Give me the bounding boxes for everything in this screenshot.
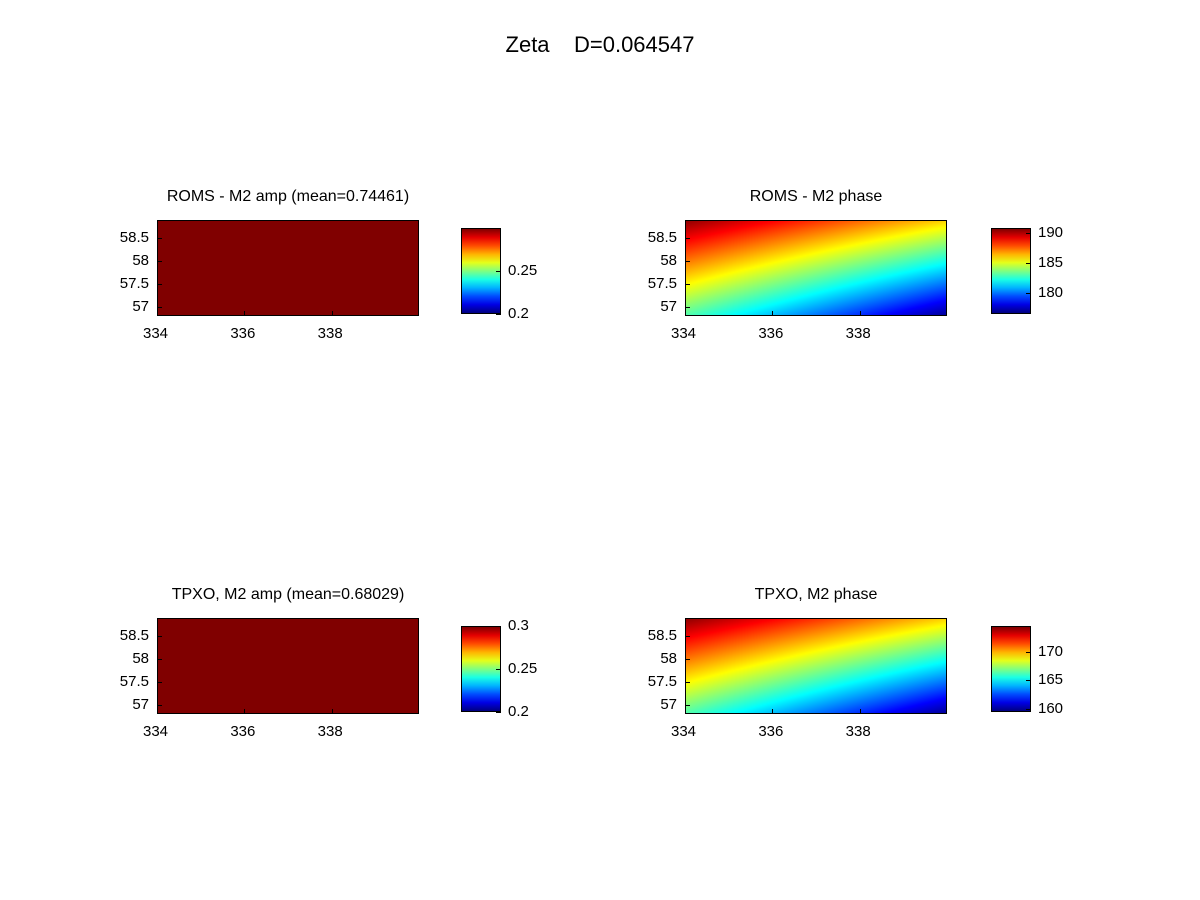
colorbar-tick-mark bbox=[496, 626, 501, 627]
x-tick-mark bbox=[244, 709, 246, 714]
heatmap-field bbox=[158, 221, 418, 315]
colorbar-tick-label: 185 bbox=[1038, 253, 1064, 271]
x-tick-label: 336 bbox=[230, 325, 256, 342]
colorbar-tick-label: 0.25 bbox=[508, 660, 538, 677]
y-tick-label: 57 bbox=[132, 695, 149, 713]
colorbar-tick-mark bbox=[496, 712, 501, 713]
panel-title: TPXO, M2 phase bbox=[754, 586, 878, 603]
x-tick-label: 336 bbox=[230, 723, 256, 740]
x-tick-mark bbox=[685, 311, 686, 316]
colorbar-tick-label: 180 bbox=[1038, 283, 1064, 301]
x-tick-label: 338 bbox=[845, 723, 871, 740]
x-tick-mark bbox=[244, 311, 246, 316]
y-tick-mark bbox=[685, 284, 690, 285]
y-tick-mark bbox=[685, 261, 690, 263]
y-tick-label: 58.5 bbox=[119, 627, 149, 645]
y-tick-mark bbox=[685, 238, 690, 240]
heatmap-axes bbox=[157, 618, 419, 714]
y-tick-label: 57 bbox=[660, 297, 677, 315]
colorbar-tick-mark bbox=[496, 314, 501, 315]
y-tick-label: 57.5 bbox=[119, 673, 149, 690]
figure-title: Zeta D=0.064547 bbox=[505, 32, 695, 57]
x-tick-mark bbox=[157, 709, 158, 714]
y-tick-mark bbox=[685, 636, 690, 638]
x-tick-mark bbox=[685, 709, 686, 714]
x-tick-mark bbox=[157, 311, 158, 316]
colorbar-tick-mark bbox=[1026, 292, 1031, 294]
y-tick-label: 58.5 bbox=[647, 229, 677, 247]
x-tick-mark bbox=[859, 311, 861, 316]
colorbar-tick-mark bbox=[1026, 232, 1031, 234]
colorbar-tick-label: 165 bbox=[1038, 671, 1064, 689]
y-tick-mark bbox=[685, 306, 690, 308]
y-tick-mark bbox=[157, 306, 162, 308]
heatmap-field bbox=[686, 619, 946, 713]
colorbar-tick-mark bbox=[1026, 709, 1031, 711]
y-tick-label: 57.5 bbox=[647, 673, 677, 690]
y-tick-label: 57 bbox=[132, 297, 149, 315]
colorbar-tick-label: 0.3 bbox=[508, 617, 529, 634]
heatmap-axes bbox=[685, 220, 947, 316]
colorbar-tick-label: 160 bbox=[1038, 700, 1064, 718]
x-tick-mark bbox=[772, 709, 774, 714]
colorbar-tick-label: 0.25 bbox=[508, 262, 538, 279]
heatmap-field bbox=[158, 619, 418, 713]
y-tick-label: 58 bbox=[660, 252, 677, 270]
colorbar-tick-mark bbox=[496, 669, 501, 670]
y-tick-label: 58 bbox=[132, 252, 149, 270]
y-tick-label: 58 bbox=[132, 650, 149, 668]
colorbar-tick-label: 190 bbox=[1038, 223, 1064, 241]
y-tick-label: 57.5 bbox=[647, 275, 677, 292]
colorbar-tick-label: 0.2 bbox=[508, 703, 529, 720]
x-tick-label: 336 bbox=[758, 723, 784, 740]
heatmap-axes bbox=[685, 618, 947, 714]
y-tick-mark bbox=[685, 704, 690, 706]
x-tick-label: 338 bbox=[317, 723, 343, 740]
colorbar-tick-mark bbox=[1026, 262, 1031, 264]
x-tick-label: 334 bbox=[143, 325, 169, 342]
x-tick-label: 334 bbox=[671, 325, 697, 342]
y-tick-mark bbox=[685, 682, 690, 683]
x-tick-mark bbox=[772, 311, 774, 316]
panel-title: ROMS - M2 phase bbox=[749, 188, 883, 205]
y-tick-mark bbox=[157, 659, 162, 661]
colorbar bbox=[991, 626, 1031, 712]
heatmap-field bbox=[686, 221, 946, 315]
colorbar-tick-label: 0.2 bbox=[508, 305, 529, 322]
heatmap-axes bbox=[157, 220, 419, 316]
colorbar-tick-label: 170 bbox=[1038, 642, 1064, 660]
x-tick-mark bbox=[859, 709, 861, 714]
y-tick-mark bbox=[157, 682, 162, 683]
y-tick-label: 58.5 bbox=[647, 627, 677, 645]
panel-title: ROMS - M2 amp (mean=0.74461) bbox=[166, 188, 410, 205]
y-tick-mark bbox=[685, 659, 690, 661]
x-tick-label: 334 bbox=[143, 723, 169, 740]
colorbar bbox=[461, 228, 501, 314]
y-tick-label: 58.5 bbox=[119, 229, 149, 247]
panel-title: TPXO, M2 amp (mean=0.68029) bbox=[171, 586, 405, 603]
y-tick-mark bbox=[157, 636, 162, 638]
y-tick-label: 57.5 bbox=[119, 275, 149, 292]
colorbar bbox=[461, 626, 501, 712]
colorbar-tick-mark bbox=[1026, 651, 1031, 653]
x-tick-label: 338 bbox=[845, 325, 871, 342]
x-tick-label: 338 bbox=[317, 325, 343, 342]
x-tick-label: 334 bbox=[671, 723, 697, 740]
y-tick-mark bbox=[157, 284, 162, 285]
y-tick-mark bbox=[157, 704, 162, 706]
y-tick-mark bbox=[157, 238, 162, 240]
colorbar bbox=[991, 228, 1031, 314]
x-tick-mark bbox=[331, 311, 333, 316]
x-tick-mark bbox=[331, 709, 333, 714]
colorbar-tick-mark bbox=[1026, 680, 1031, 682]
colorbar-tick-mark bbox=[496, 271, 501, 272]
x-tick-label: 336 bbox=[758, 325, 784, 342]
y-tick-label: 58 bbox=[660, 650, 677, 668]
y-tick-mark bbox=[157, 261, 162, 263]
y-tick-label: 57 bbox=[660, 695, 677, 713]
